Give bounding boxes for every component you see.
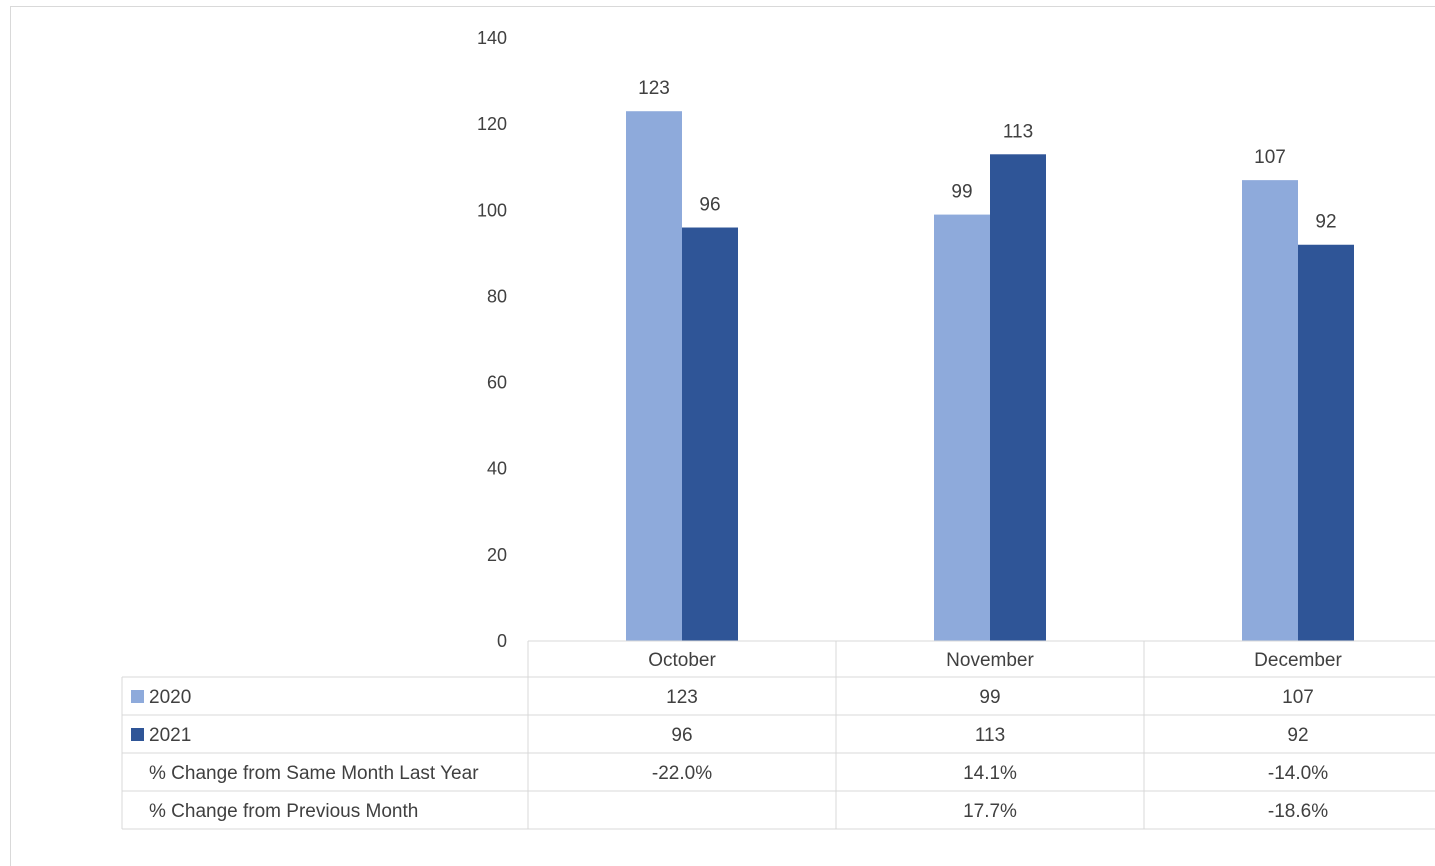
bar-2021-december xyxy=(1298,244,1354,641)
data-label: 123 xyxy=(638,78,670,99)
y-tick-label: 0 xyxy=(497,631,507,651)
y-tick-label: 80 xyxy=(487,286,507,306)
data-label: 113 xyxy=(1003,121,1033,142)
chart-frame xyxy=(10,6,1435,866)
data-label: 99 xyxy=(951,182,972,203)
y-tick-label: 100 xyxy=(477,200,507,220)
y-tick-label: 140 xyxy=(477,28,507,48)
bar-2021-october xyxy=(682,227,738,641)
table-cell: -22.0% xyxy=(652,763,712,784)
bar-2021-november xyxy=(990,154,1046,642)
table-row-label: 2021 xyxy=(149,725,191,746)
table-cell: -18.6% xyxy=(1268,801,1328,822)
y-tick-label: 60 xyxy=(487,373,507,393)
legend-key xyxy=(131,690,144,703)
y-tick-label: 20 xyxy=(487,545,507,565)
table-cell: 113 xyxy=(975,725,1005,746)
bar-2020-october xyxy=(626,111,682,641)
table-cell: 17.7% xyxy=(963,801,1017,822)
table-cell: 96 xyxy=(671,725,692,746)
data-label: 96 xyxy=(699,195,720,216)
table-cell: 107 xyxy=(1282,687,1314,708)
table-cell: 92 xyxy=(1287,725,1308,746)
table-row-label: 2020 xyxy=(149,687,191,708)
y-tick-label: 40 xyxy=(487,459,507,479)
table-cell: 123 xyxy=(666,687,698,708)
table-row-label: % Change from Same Month Last Year xyxy=(149,763,479,784)
table-row-label: % Change from Previous Month xyxy=(149,801,418,822)
table-cell: 99 xyxy=(979,687,1000,708)
data-label: 92 xyxy=(1315,212,1336,233)
x-tick-label: November xyxy=(946,650,1034,671)
x-tick-label: October xyxy=(648,650,716,671)
table-cell: -14.0% xyxy=(1268,763,1328,784)
x-tick-label: December xyxy=(1254,650,1342,671)
legend-key xyxy=(131,728,144,741)
table-cell: 14.1% xyxy=(963,763,1017,784)
bar-2020-december xyxy=(1242,180,1298,641)
bar-2020-november xyxy=(934,214,990,642)
y-tick-label: 120 xyxy=(477,114,507,134)
data-label: 107 xyxy=(1254,147,1286,168)
